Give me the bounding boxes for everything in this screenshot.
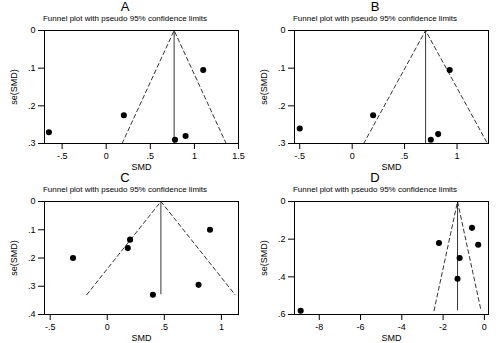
svg-text:0: 0 bbox=[280, 25, 285, 35]
svg-text:.3: .3 bbox=[28, 281, 36, 291]
svg-text:SMD: SMD bbox=[382, 162, 403, 172]
html-text:Funnel plot with pseudo 95% co: Funnel plot with pseudo 95% confidence l… bbox=[43, 14, 207, 23]
svg-text:.1: .1 bbox=[28, 63, 36, 73]
html-text:Funnel plot with pseudo 95% co: Funnel plot with pseudo 95% confidence l… bbox=[43, 185, 207, 194]
svg-text:0: 0 bbox=[280, 196, 285, 206]
svg-text:.2: .2 bbox=[28, 253, 36, 263]
svg-text:0: 0 bbox=[104, 151, 109, 161]
svg-text:se(SMD): se(SMD) bbox=[9, 69, 19, 105]
html-text:Funnel plot with pseudo 95% co: Funnel plot with pseudo 95% confidence l… bbox=[293, 14, 457, 23]
svg-text:-4: -4 bbox=[398, 322, 406, 332]
svg-text:se(SMD): se(SMD) bbox=[9, 240, 19, 276]
svg-text:.4: .4 bbox=[278, 272, 286, 282]
svg-text:1.5: 1.5 bbox=[232, 151, 245, 161]
svg-text:SMD: SMD bbox=[382, 333, 403, 343]
svg-text:.2: .2 bbox=[278, 234, 286, 244]
svg-text:1: 1 bbox=[219, 322, 224, 332]
svg-text:0: 0 bbox=[482, 322, 487, 332]
svg-text:0: 0 bbox=[30, 196, 35, 206]
svg-text:SMD: SMD bbox=[132, 333, 153, 343]
svg-text:.3: .3 bbox=[278, 138, 286, 148]
html-text:A: A bbox=[120, 0, 130, 14]
svg-text:0: 0 bbox=[105, 322, 110, 332]
svg-text:0: 0 bbox=[350, 151, 355, 161]
svg-text:.5: .5 bbox=[401, 151, 409, 161]
svg-text:se(SMD): se(SMD) bbox=[259, 240, 269, 276]
svg-text:1: 1 bbox=[192, 151, 197, 161]
svg-text:.1: .1 bbox=[278, 63, 286, 73]
svg-text:.1: .1 bbox=[28, 225, 36, 235]
svg-text:se(SMD): se(SMD) bbox=[259, 69, 269, 105]
svg-text:.3: .3 bbox=[28, 138, 36, 148]
html-text:D: D bbox=[370, 170, 380, 185]
html-text:Funnel plot with pseudo 95% co: Funnel plot with pseudo 95% confidence l… bbox=[293, 185, 457, 194]
html-text:C: C bbox=[120, 170, 130, 185]
svg-text:.4: .4 bbox=[28, 309, 36, 319]
svg-text:.2: .2 bbox=[28, 101, 36, 111]
svg-text:-6: -6 bbox=[357, 322, 365, 332]
svg-text:-.5: -.5 bbox=[57, 151, 68, 161]
svg-text:-2: -2 bbox=[439, 322, 447, 332]
svg-text:.5: .5 bbox=[161, 322, 169, 332]
svg-text:1: 1 bbox=[455, 151, 460, 161]
svg-text:.5: .5 bbox=[147, 151, 155, 161]
svg-text:SMD: SMD bbox=[132, 162, 153, 172]
svg-text:-.5: -.5 bbox=[294, 151, 305, 161]
svg-text:-.5: -.5 bbox=[45, 322, 56, 332]
svg-text:.2: .2 bbox=[278, 101, 286, 111]
svg-text:-8: -8 bbox=[315, 322, 323, 332]
html-text:B: B bbox=[370, 0, 380, 14]
svg-text:.6: .6 bbox=[278, 309, 286, 319]
svg-text:0: 0 bbox=[30, 25, 35, 35]
